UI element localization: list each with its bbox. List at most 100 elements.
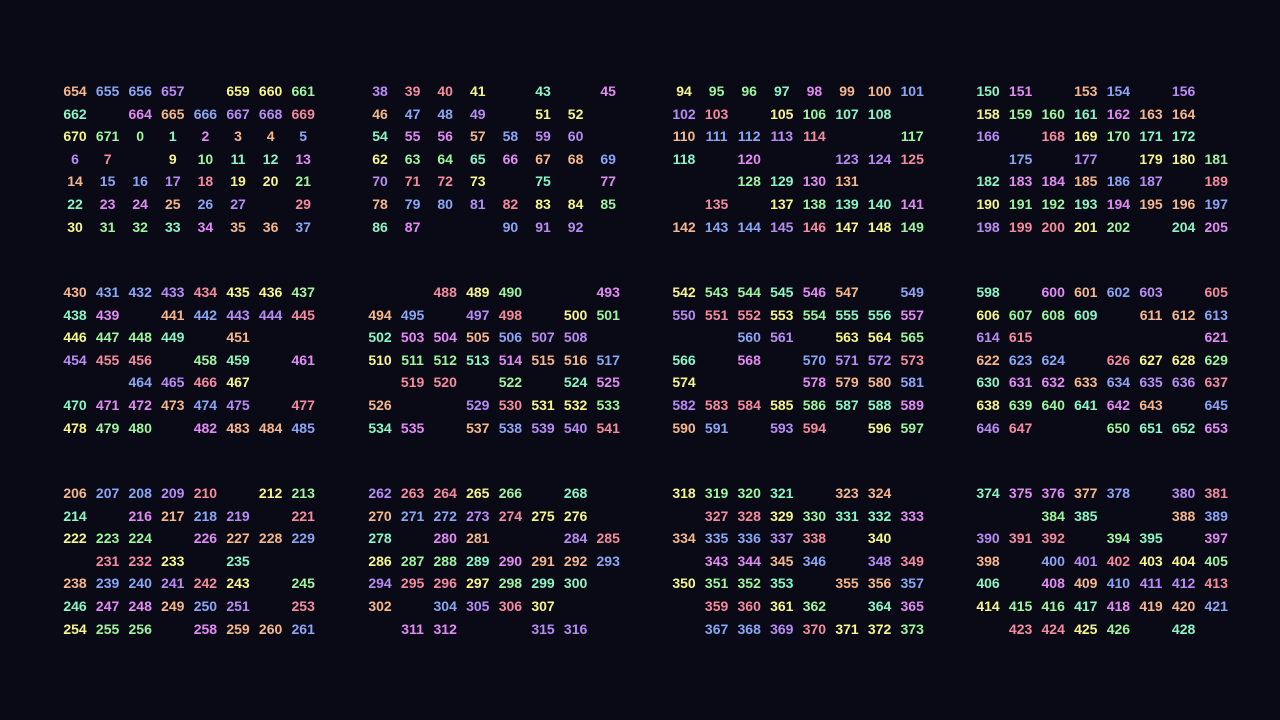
number-cell: 447 [95,329,120,346]
number-cell: 288 [433,552,457,569]
number-cell: 596 [867,419,892,436]
number-cell: 328 [737,507,761,524]
number-cell: 581 [900,374,924,391]
number-cell: 506 [498,329,523,346]
number-cell: 607 [1008,306,1033,323]
number-cell: 47 [404,105,421,122]
number-cell: 102 [672,105,696,122]
number-cell: 560 [737,329,761,346]
number-cell: 181 [1204,150,1228,167]
number-cell: 58 [502,128,519,145]
number-cell: 18 [197,173,214,190]
number-cell: 664 [128,105,152,122]
number-cell: 217 [161,507,185,524]
number-cell: 425 [1074,620,1098,637]
number-cell: 655 [95,83,120,99]
number-cell: 602 [1106,284,1131,300]
number-cell: 113 [770,128,794,145]
number-cell: 295 [400,575,425,592]
number-cell: 336 [737,530,761,547]
number-cell: 368 [737,620,761,637]
number-cell: 402 [1106,552,1131,569]
number-cell: 458 [193,351,218,368]
number-cell: 430 [63,284,87,300]
number-cell: 166 [976,128,1000,145]
number-cell: 374 [976,485,1000,501]
number-cell: 25 [165,196,181,212]
number-cell: 68 [567,150,584,167]
number-cell: 371 [835,620,859,637]
number-cell: 419 [1139,598,1163,614]
number-cell: 522 [498,374,523,391]
number-block: 488 489 490 493 494 495 497 498 500 501 502 503 504 5… [364,283,636,441]
number-cell: 404 [1171,552,1196,569]
number-cell: 532 [563,397,588,413]
number-cell: 436 [258,284,283,300]
number-cell: 48 [437,105,453,122]
number-cell: 73 [470,173,486,190]
number-cell: 479 [95,419,120,436]
number-cell: 289 [466,552,490,569]
number-cell: 263 [400,485,425,501]
number-cell: 466 [193,374,218,391]
number-cell: 235 [226,552,250,569]
number-cell: 222 [63,530,87,547]
number-cell: 293 [596,552,620,569]
number-cell: 551 [704,306,729,323]
number-cell: 585 [770,397,794,413]
number-cell: 128 [737,173,761,190]
number-cell: 627 [1139,351,1163,368]
number-cell: 202 [1106,218,1131,235]
number-block: 542 543 544 545 546 547 549 550 551 552 553 554 555 5… [668,283,940,441]
number-cell: 278 [368,530,392,547]
number-cell: 219 [226,507,250,524]
number-cell: 172 [1171,128,1196,145]
number-cell: 141 [900,196,924,212]
number-block: 598 600 601 602 603 605 606 607 608 609 611 612 613 6… [972,283,1244,441]
number-cell: 574 [672,374,696,391]
number-cell: 525 [596,374,620,391]
number-cell: 501 [596,306,620,323]
number-cell: 621 [1204,329,1228,346]
number-cell: 637 [1204,374,1228,391]
number-cell: 432 [128,284,152,300]
number-cell: 414 [976,598,1000,614]
number-cell: 405 [1204,552,1228,569]
number-cell: 281 [466,530,490,547]
number-cell: 349 [900,552,924,569]
number-cell: 669 [291,105,315,122]
number-cell: 29 [295,196,311,212]
number-cell: 24 [132,196,148,212]
number-cell: 179 [1139,150,1163,167]
number-cell: 218 [193,507,218,524]
number-cell: 6 [71,150,79,167]
number-cell: 352 [737,575,761,592]
number-cell: 634 [1106,374,1131,391]
number-cell: 243 [226,575,250,592]
number-cell: 546 [802,284,827,300]
number-cell: 224 [128,530,152,547]
number-cell: 254 [63,620,87,637]
number-cell: 99 [839,83,855,99]
number-cell: 424 [1041,620,1065,637]
number-cell: 431 [95,284,120,300]
number-cell: 529 [466,397,490,413]
number-cell: 191 [1008,196,1033,212]
number-cell: 641 [1074,397,1098,413]
number-cell: 426 [1106,620,1131,637]
number-block: 206 207 208 209 210 212 213 214 216 217 218 219 221 2… [59,484,331,642]
number-cell: 138 [802,196,827,212]
number-cell: 184 [1041,173,1065,190]
number-cell: 139 [835,196,859,212]
number-cell: 156 [1171,83,1196,99]
number-cell: 411 [1139,575,1163,592]
number-cell: 397 [1204,530,1228,547]
number-cell: 582 [672,397,696,413]
number-cell: 515 [531,351,555,368]
number-cell: 258 [193,620,218,637]
number-cell: 2 [201,128,210,145]
number-cell: 118 [672,150,696,167]
number-cell: 335 [704,530,729,547]
number-cell: 344 [737,552,761,569]
